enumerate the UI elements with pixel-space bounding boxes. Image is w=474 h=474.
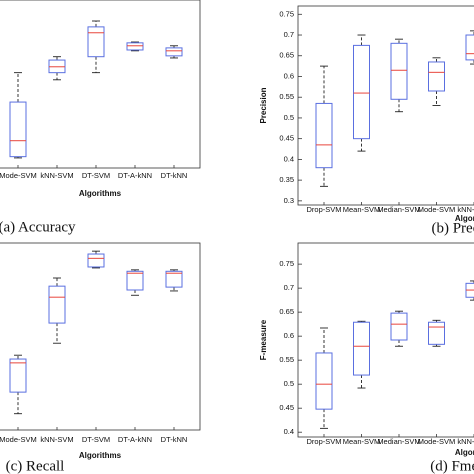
y-tick-label: 0.55 xyxy=(279,92,294,101)
x-tick-label: kNN-SVM xyxy=(457,205,474,214)
box xyxy=(87,253,105,268)
x-tick-label: kNN-SVM xyxy=(40,171,73,180)
box xyxy=(353,44,370,140)
x-tick-label: DT-A-kNN xyxy=(118,171,152,180)
x-axis-label: Algorithms xyxy=(79,451,122,460)
box xyxy=(48,285,66,324)
y-tick-label: 0.5 xyxy=(284,379,294,388)
x-tick-label: Drop-SVM xyxy=(306,205,341,214)
box xyxy=(390,312,408,341)
x-tick-label: DT-SVM xyxy=(82,171,110,180)
y-tick-label: 0.65 xyxy=(279,51,294,60)
box xyxy=(315,352,333,410)
box xyxy=(9,101,27,158)
y-tick-label: 0.6 xyxy=(284,71,294,80)
y-axis-label: Precision xyxy=(259,87,268,123)
box xyxy=(126,42,144,51)
y-tick-label: 0.35 xyxy=(279,175,294,184)
x-tick-label: Mean-SVM xyxy=(343,437,381,446)
y-tick-label: 0.7 xyxy=(284,30,294,39)
box xyxy=(390,42,408,100)
x-tick-label: DT-kNN xyxy=(161,435,188,444)
box xyxy=(165,270,183,288)
y-tick-label: 0.3 xyxy=(284,196,294,205)
x-tick-label: Mode-SVM xyxy=(418,437,456,446)
x-tick-label: Median-SVM xyxy=(377,437,420,446)
y-tick-label: 0.5 xyxy=(284,113,294,122)
x-tick-label: Mode-SVM xyxy=(0,171,37,180)
y-tick-label: 0.4 xyxy=(284,427,294,436)
x-tick-label: Mode-SVM xyxy=(0,435,37,444)
y-tick-label: 0.75 xyxy=(279,259,294,268)
y-axis-label: F-measure xyxy=(259,319,268,360)
y-tick-label: 0.65 xyxy=(279,307,294,316)
box xyxy=(428,321,445,345)
caption: (b) Precision xyxy=(431,220,474,236)
plot-frame xyxy=(297,5,474,206)
plot-frame xyxy=(297,242,474,438)
y-tick-label: 0.7 xyxy=(284,283,294,292)
box xyxy=(353,321,370,376)
x-axis-label: Algorithms xyxy=(455,214,474,223)
box xyxy=(315,102,333,169)
box xyxy=(9,358,27,393)
box xyxy=(465,34,474,61)
x-tick-label: DT-kNN xyxy=(161,171,188,180)
box xyxy=(126,270,144,291)
x-tick-label: Mean-SVM xyxy=(343,205,381,214)
x-tick-label: kNN-SVM xyxy=(40,435,73,444)
caption: (c) Recall xyxy=(6,458,65,474)
y-tick-label: 0.75 xyxy=(279,9,294,18)
x-tick-label: Median-SVM xyxy=(377,205,420,214)
plot-frame xyxy=(0,0,201,169)
x-axis-label: Algorithms xyxy=(455,448,474,457)
y-tick-label: 0.45 xyxy=(279,134,294,143)
x-tick-label: DT-SVM xyxy=(82,435,110,444)
x-tick-label: DT-A-kNN xyxy=(118,435,152,444)
x-tick-label: Drop-SVM xyxy=(306,437,341,446)
y-tick-label: 0.4 xyxy=(284,154,294,163)
x-tick-label: Mode-SVM xyxy=(418,205,456,214)
y-tick-label: 0.55 xyxy=(279,355,294,364)
x-tick-label: kNN-SVM xyxy=(457,437,474,446)
caption: (a) Accuracy xyxy=(0,219,76,235)
plot-frame xyxy=(0,242,201,431)
x-axis-label: Algorithms xyxy=(79,189,122,198)
box xyxy=(165,47,183,57)
box xyxy=(87,26,105,58)
box xyxy=(428,61,445,92)
caption: (d) Fmeasure xyxy=(430,458,474,474)
y-tick-label: 0.45 xyxy=(279,403,294,412)
y-tick-label: 0.6 xyxy=(284,331,294,340)
